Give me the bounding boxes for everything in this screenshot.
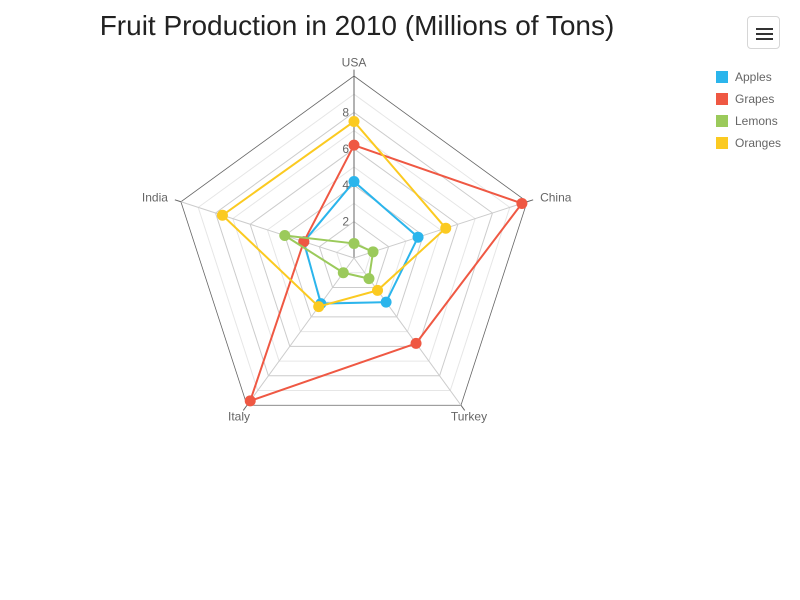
legend-label: Grapes xyxy=(735,92,775,106)
radar-spoke-tick xyxy=(526,199,534,203)
legend-item-grapes[interactable]: Grapes xyxy=(716,88,798,110)
legend-item-oranges[interactable]: Oranges xyxy=(716,132,798,154)
data-point-grapes-italy[interactable] xyxy=(244,395,256,407)
legend-swatch xyxy=(716,93,728,105)
data-point-apples-usa[interactable] xyxy=(348,176,360,188)
chart-legend: Apples Grapes Lemons Oranges xyxy=(716,66,798,154)
axis-label-india: India xyxy=(142,191,168,205)
radar-grid-ring xyxy=(197,93,511,392)
legend-label: Lemons xyxy=(735,114,778,128)
radar-grid-ring xyxy=(266,166,442,333)
data-point-lemons-italy[interactable] xyxy=(337,267,349,279)
data-point-apples-china[interactable] xyxy=(412,231,424,243)
series-line-grapes xyxy=(249,144,523,402)
radial-tick-label: 8 xyxy=(342,105,349,119)
data-point-grapes-china[interactable] xyxy=(516,197,528,209)
legend-label: Oranges xyxy=(735,136,782,150)
chart-menu-button[interactable] xyxy=(747,16,780,49)
legend-label: Apples xyxy=(735,70,772,84)
series-oranges xyxy=(216,116,452,313)
data-point-lemons-turkey[interactable] xyxy=(363,273,375,285)
series-apples xyxy=(298,176,424,310)
data-point-grapes-usa[interactable] xyxy=(348,139,360,151)
radar-spoke-tick xyxy=(242,404,248,411)
radial-tick-label: 6 xyxy=(342,142,349,156)
radar-grid-ring xyxy=(249,148,459,347)
chart-title: Fruit Production in 2010 (Millions of To… xyxy=(99,10,615,41)
data-point-grapes-turkey[interactable] xyxy=(410,337,422,349)
radial-tick-label: 4 xyxy=(342,178,349,192)
axis-label-china: China xyxy=(540,191,572,205)
legend-item-apples[interactable]: Apples xyxy=(716,66,798,88)
data-point-lemons-india[interactable] xyxy=(279,230,291,242)
radar-outer-ring xyxy=(180,75,528,406)
radar-grid-ring xyxy=(214,111,494,377)
data-point-lemons-china[interactable] xyxy=(367,246,379,258)
data-point-oranges-turkey[interactable] xyxy=(372,284,384,296)
data-point-lemons-usa[interactable] xyxy=(348,237,360,249)
radar-axes xyxy=(174,69,534,411)
data-point-oranges-china[interactable] xyxy=(440,222,452,234)
series-line-apples xyxy=(302,180,420,305)
series-lemons xyxy=(279,230,379,285)
axis-label-italy: Italy xyxy=(228,409,250,423)
legend-swatch xyxy=(716,71,728,83)
data-point-oranges-italy[interactable] xyxy=(313,301,325,313)
legend-swatch xyxy=(716,115,728,127)
data-point-oranges-india[interactable] xyxy=(216,209,228,221)
data-point-apples-turkey[interactable] xyxy=(380,296,392,308)
axis-label-usa: USA xyxy=(342,55,367,69)
series-line-oranges xyxy=(221,120,447,308)
axis-label-turkey: Turkey xyxy=(451,409,487,423)
radar-spoke xyxy=(180,201,355,259)
legend-swatch xyxy=(716,137,728,149)
legend-item-lemons[interactable]: Lemons xyxy=(716,110,798,132)
radar-grid-ring xyxy=(318,220,390,288)
data-point-oranges-usa[interactable] xyxy=(348,116,360,127)
radar-spoke-tick xyxy=(174,199,182,203)
series-grapes xyxy=(244,139,528,407)
radial-tick-label: 2 xyxy=(342,215,349,229)
radar-grid-ring xyxy=(284,184,424,318)
radar-spoke xyxy=(246,257,355,406)
radar-grid-ring xyxy=(232,129,476,362)
radar-labels: 2 4 6 8 USA China Turkey Italy India xyxy=(142,55,572,423)
radar-series xyxy=(216,116,528,407)
radar-spoke-tick xyxy=(460,404,466,411)
